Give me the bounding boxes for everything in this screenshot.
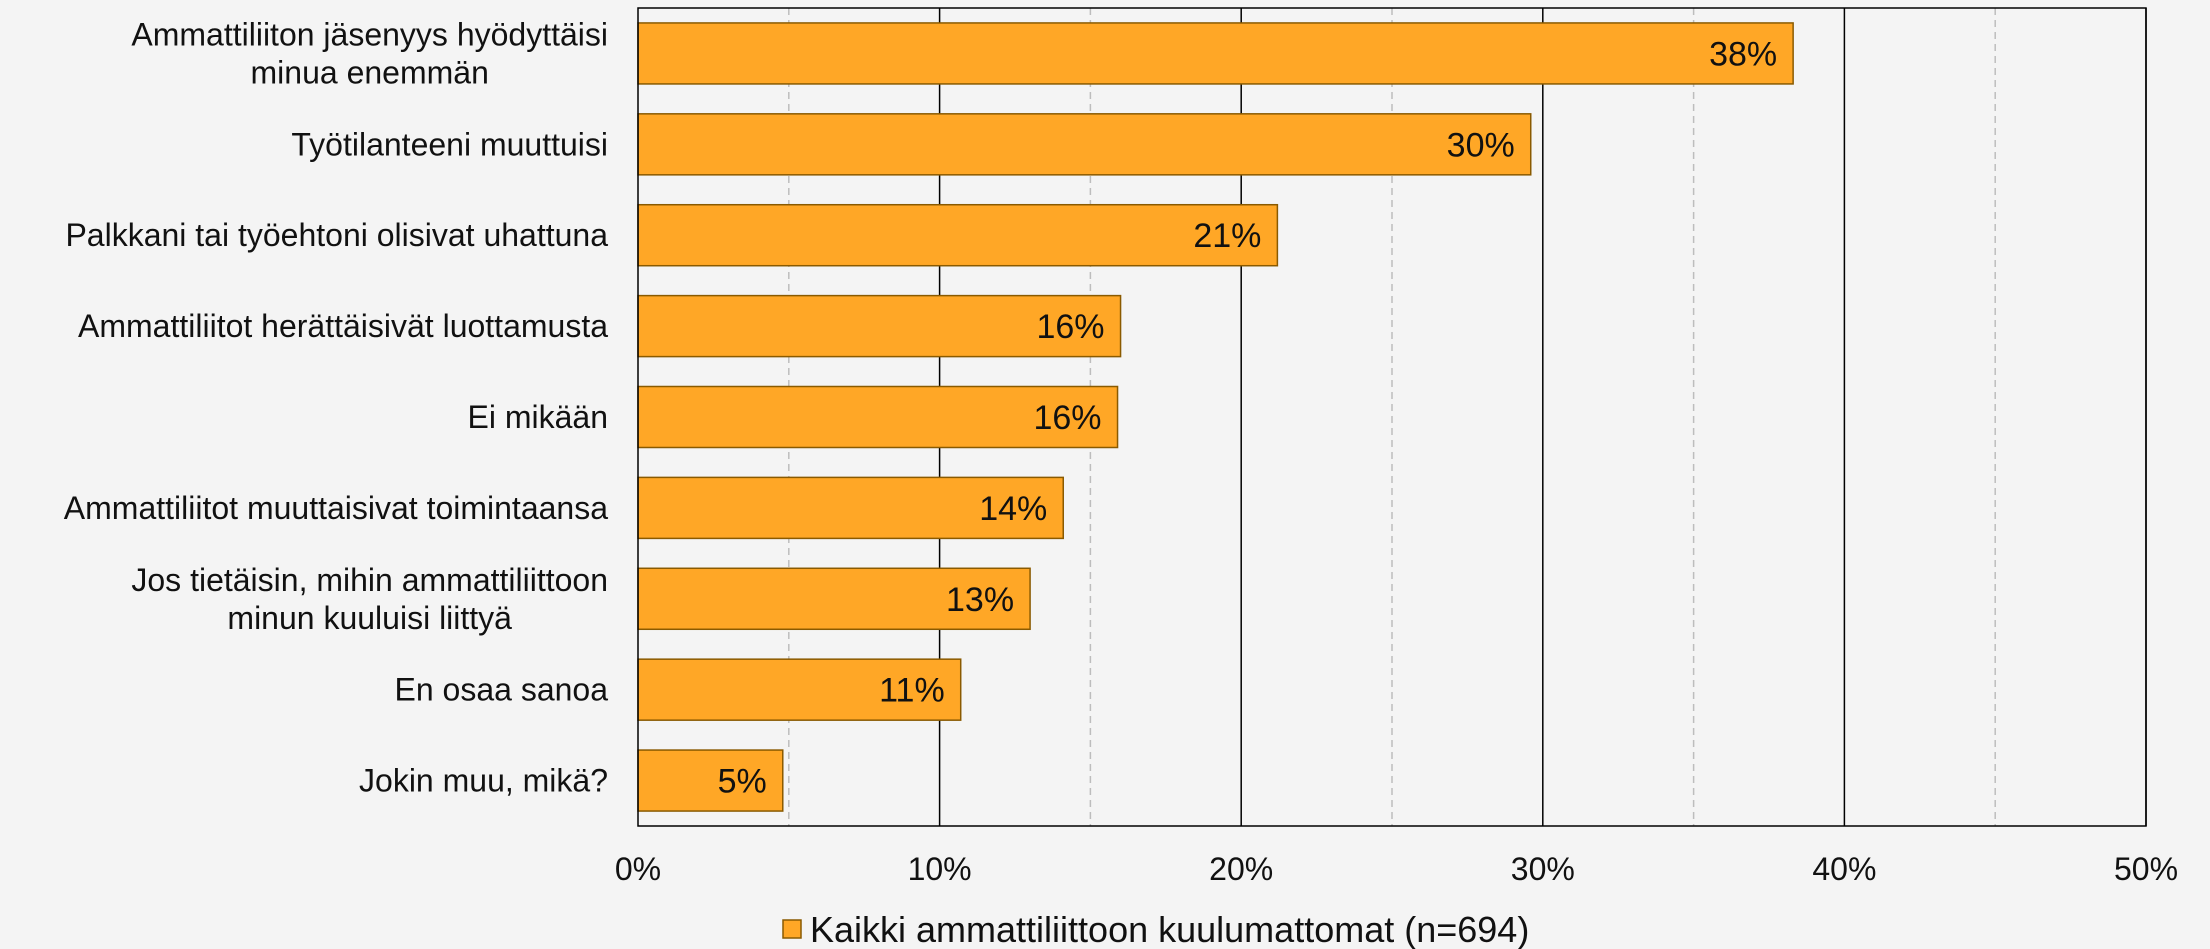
x-tick-label: 40%	[1812, 851, 1876, 887]
category-label: Palkkani tai työehtoni olisivat uhattuna	[65, 217, 608, 253]
bar-data-label: 11%	[879, 672, 945, 710]
x-tick-label: 0%	[615, 851, 661, 887]
legend-swatch	[782, 919, 802, 939]
bar-data-label: 16%	[1033, 399, 1101, 437]
legend: Kaikki ammattiliittoon kuulumattomat (n=…	[782, 909, 1529, 949]
category-label: Ammattiliiton jäsenyys hyödyttäisi minua …	[131, 16, 608, 90]
category-label: Jokin muu, mikä?	[359, 763, 608, 799]
bar-data-label: 30%	[1447, 126, 1515, 164]
bar-layer	[637, 22, 1794, 812]
x-tick-label: 50%	[2114, 851, 2178, 887]
category-label: Ammattiliitot herättäisivät luottamusta	[78, 308, 608, 344]
x-tick-label: 30%	[1511, 851, 1575, 887]
bar	[637, 203, 1279, 267]
bar	[637, 22, 1794, 85]
label-layer: 0% 10% 20% 30% 40% 50% 38% Ammattiliiton jäseny…	[64, 16, 2178, 887]
legend-label: Kaikki ammattiliittoon kuulumattomat (n=…	[810, 909, 1529, 949]
category-label: En osaa sanoa	[395, 672, 609, 708]
bar	[637, 113, 1532, 176]
bar	[637, 385, 1119, 449]
bar-data-label: 21%	[1193, 217, 1261, 255]
bar-data-label: 5%	[718, 763, 767, 801]
bar-data-label: 14%	[979, 490, 1047, 528]
category-label: Työtilanteeni muuttuisi	[291, 126, 608, 162]
category-label: Jos tietäisin, mihin ammattiliittoon minu…	[131, 562, 608, 636]
x-tick-label: 20%	[1209, 851, 1273, 887]
plot-border	[637, 7, 2147, 827]
bar	[637, 749, 784, 812]
category-label: Ei mikään	[468, 399, 609, 435]
category-label: Ammattiliitot muuttaisivat toimintaansa	[64, 490, 608, 526]
x-tick-label: 10%	[908, 851, 972, 887]
axis-layer	[637, 7, 2147, 827]
bar	[637, 294, 1122, 358]
bar-data-label: 38%	[1709, 35, 1777, 73]
bar-data-label: 13%	[946, 581, 1014, 619]
bar-data-label: 16%	[1036, 308, 1104, 346]
